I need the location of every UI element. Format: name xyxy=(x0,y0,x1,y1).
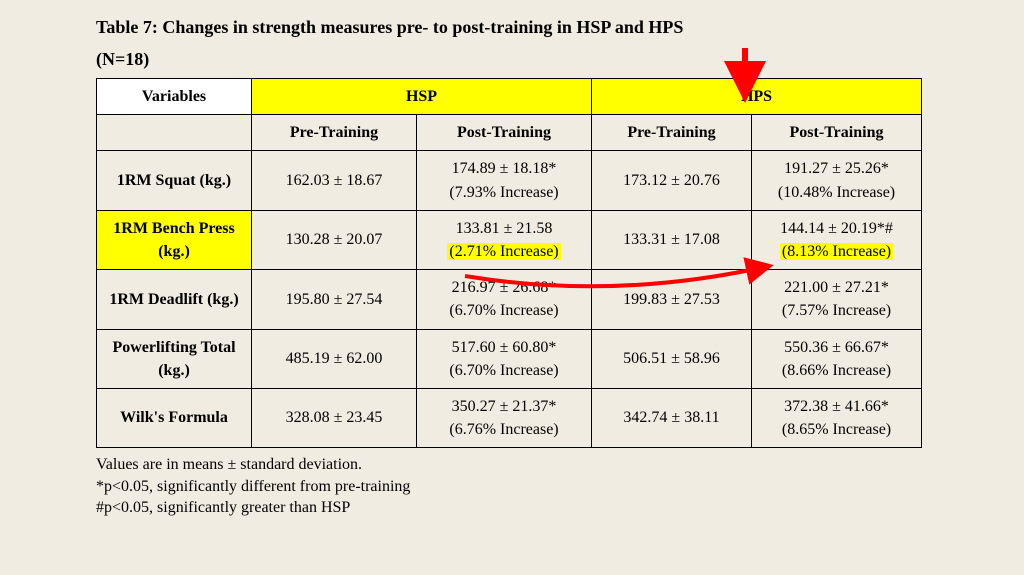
cell: 133.31 ± 17.08 xyxy=(592,210,752,269)
col-hsp-pre: Pre-Training xyxy=(252,115,417,151)
cell-pct: (7.93% Increase) xyxy=(449,184,558,201)
cell: 372.38 ± 41.66* (8.65% Increase) xyxy=(752,388,922,447)
cell-val: 221.00 ± 27.21* xyxy=(784,279,889,296)
cell: 195.80 ± 27.54 xyxy=(252,270,417,329)
sample-size: (N=18) xyxy=(96,49,928,70)
cell-pct: (6.70% Increase) xyxy=(449,362,558,379)
cell: 328.08 ± 23.45 xyxy=(252,388,417,447)
cell-pct: (8.13% Increase) xyxy=(780,243,893,260)
cell-val: 517.60 ± 60.80* xyxy=(452,339,557,356)
cell: 144.14 ± 20.19*# (8.13% Increase) xyxy=(752,210,922,269)
row-label-deadlift: 1RM Deadlift (kg.) xyxy=(97,270,252,329)
cell-val: 350.27 ± 21.37* xyxy=(452,398,557,415)
cell-pct: (2.71% Increase) xyxy=(447,243,560,260)
row-label-bench: 1RM Bench Press (kg.) xyxy=(97,210,252,269)
cell: 517.60 ± 60.80* (6.70% Increase) xyxy=(417,329,592,388)
cell-val: 174.89 ± 18.18* xyxy=(452,160,557,177)
cell: 162.03 ± 18.67 xyxy=(252,151,417,210)
cell: 191.27 ± 25.26* (10.48% Increase) xyxy=(752,151,922,210)
note-line: Values are in means ± standard deviation… xyxy=(96,454,928,476)
table-row: 1RM Squat (kg.) 162.03 ± 18.67 174.89 ± … xyxy=(97,151,922,210)
cell-val: 191.27 ± 25.26* xyxy=(784,160,889,177)
table-row: Powerlifting Total (kg.) 485.19 ± 62.00 … xyxy=(97,329,922,388)
col-blank xyxy=(97,115,252,151)
table-row: 1RM Deadlift (kg.) 195.80 ± 27.54 216.97… xyxy=(97,270,922,329)
row-label-squat: 1RM Squat (kg.) xyxy=(97,151,252,210)
cell-pct: (6.70% Increase) xyxy=(449,302,558,319)
footnotes: Values are in means ± standard deviation… xyxy=(96,454,928,519)
header-row-2: Pre-Training Post-Training Pre-Training … xyxy=(97,115,922,151)
note-line: #p<0.05, significantly greater than HSP xyxy=(96,497,928,519)
table-row: Wilk's Formula 328.08 ± 23.45 350.27 ± 2… xyxy=(97,388,922,447)
col-group-hps: HPS xyxy=(592,79,922,115)
table-row: 1RM Bench Press (kg.) 130.28 ± 20.07 133… xyxy=(97,210,922,269)
data-table: Variables HSP HPS Pre-Training Post-Trai… xyxy=(96,78,922,448)
page: Table 7: Changes in strength measures pr… xyxy=(96,14,928,519)
table-title: Table 7: Changes in strength measures pr… xyxy=(96,14,928,41)
cell: 350.27 ± 21.37* (6.76% Increase) xyxy=(417,388,592,447)
cell: 133.81 ± 21.58 (2.71% Increase) xyxy=(417,210,592,269)
cell: 199.83 ± 27.53 xyxy=(592,270,752,329)
cell-val: 144.14 ± 20.19*# xyxy=(780,220,893,237)
cell-val: 372.38 ± 41.66* xyxy=(784,398,889,415)
note-line: *p<0.05, significantly different from pr… xyxy=(96,476,928,498)
col-hps-pre: Pre-Training xyxy=(592,115,752,151)
cell: 506.51 ± 58.96 xyxy=(592,329,752,388)
row-label-wilks: Wilk's Formula xyxy=(97,388,252,447)
cell: 174.89 ± 18.18* (7.93% Increase) xyxy=(417,151,592,210)
col-variables: Variables xyxy=(97,79,252,115)
cell-val: 133.81 ± 21.58 xyxy=(456,220,553,237)
row-label-total: Powerlifting Total (kg.) xyxy=(97,329,252,388)
cell-val: 216.97 ± 26.68* xyxy=(452,279,557,296)
cell-val: 550.36 ± 66.67* xyxy=(784,339,889,356)
cell: 221.00 ± 27.21* (7.57% Increase) xyxy=(752,270,922,329)
cell: 485.19 ± 62.00 xyxy=(252,329,417,388)
col-hps-post: Post-Training xyxy=(752,115,922,151)
cell-pct: (6.76% Increase) xyxy=(449,421,558,438)
cell-pct: (7.57% Increase) xyxy=(782,302,891,319)
cell-pct: (8.66% Increase) xyxy=(782,362,891,379)
header-row-1: Variables HSP HPS xyxy=(97,79,922,115)
col-group-hsp: HSP xyxy=(252,79,592,115)
cell: 173.12 ± 20.76 xyxy=(592,151,752,210)
col-hsp-post: Post-Training xyxy=(417,115,592,151)
cell: 130.28 ± 20.07 xyxy=(252,210,417,269)
cell: 342.74 ± 38.11 xyxy=(592,388,752,447)
cell: 216.97 ± 26.68* (6.70% Increase) xyxy=(417,270,592,329)
cell-pct: (10.48% Increase) xyxy=(778,184,895,201)
cell-pct: (8.65% Increase) xyxy=(782,421,891,438)
cell: 550.36 ± 66.67* (8.66% Increase) xyxy=(752,329,922,388)
